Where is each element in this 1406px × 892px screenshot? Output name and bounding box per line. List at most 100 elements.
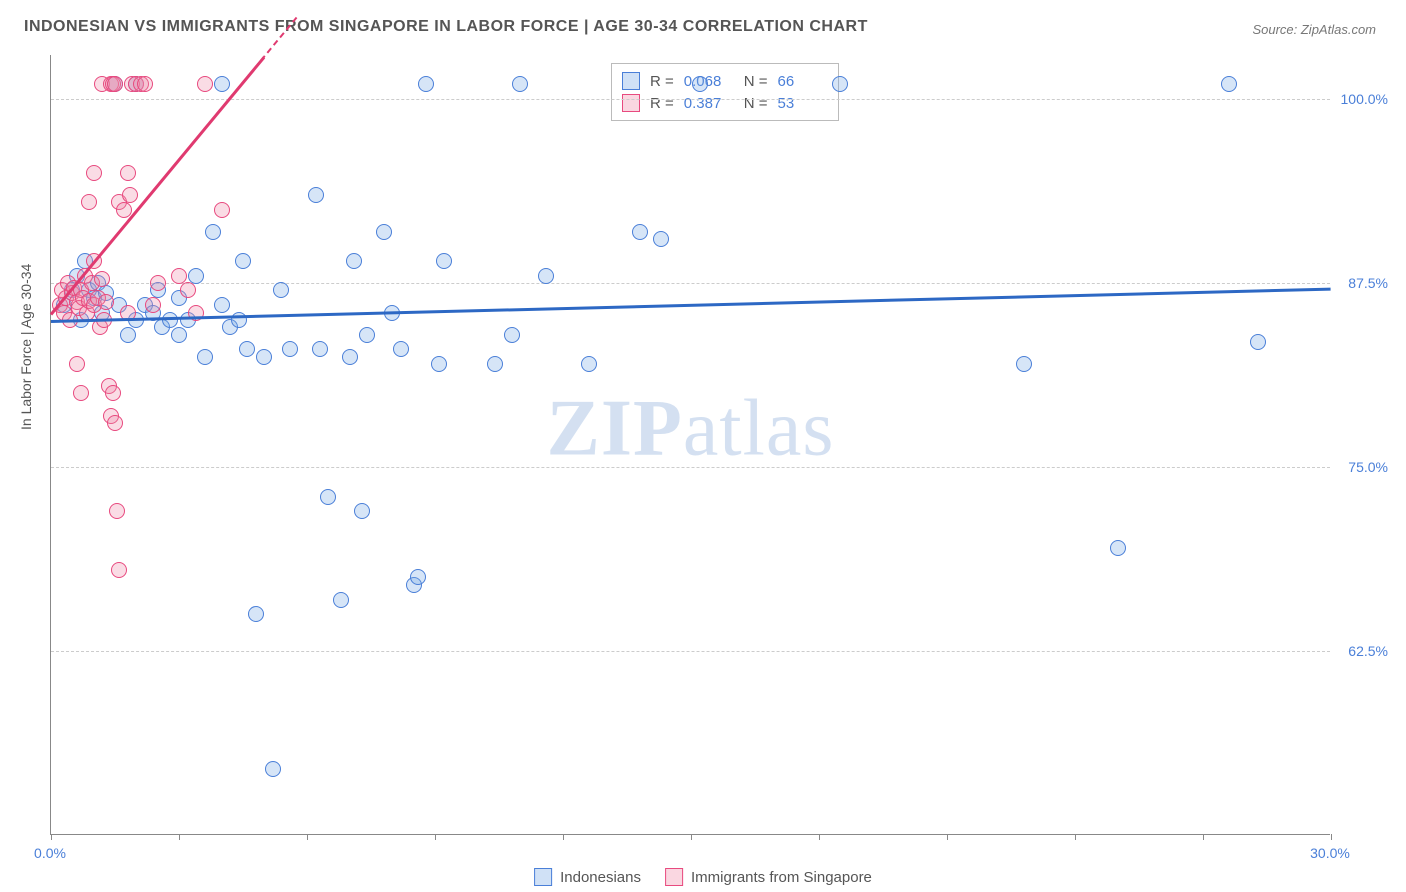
- scatter-point: [832, 76, 848, 92]
- x-tick-label: 30.0%: [1310, 845, 1350, 861]
- scatter-point: [436, 253, 452, 269]
- scatter-point: [393, 341, 409, 357]
- scatter-point: [86, 165, 102, 181]
- scatter-point: [109, 503, 125, 519]
- scatter-point: [239, 341, 255, 357]
- y-tick-label: 62.5%: [1348, 643, 1388, 659]
- source-label: Source: ZipAtlas.com: [1252, 22, 1376, 37]
- stats-legend-box: R = 0.068 N = 66 R = 0.387 N = 53: [611, 63, 839, 121]
- scatter-point: [354, 503, 370, 519]
- r-label: R =: [650, 95, 674, 112]
- watermark-zip: ZIP: [547, 384, 683, 472]
- scatter-point: [273, 282, 289, 298]
- scatter-point: [214, 76, 230, 92]
- n-label: N =: [744, 95, 768, 112]
- n-value-pink: 53: [778, 95, 828, 112]
- scatter-point: [98, 294, 114, 310]
- n-label: N =: [744, 73, 768, 90]
- scatter-point: [346, 253, 362, 269]
- scatter-point: [431, 356, 447, 372]
- scatter-point: [180, 282, 196, 298]
- watermark-atlas: atlas: [683, 384, 835, 472]
- scatter-point: [197, 349, 213, 365]
- scatter-point: [504, 327, 520, 343]
- r-value-pink: 0.387: [684, 95, 734, 112]
- scatter-point: [214, 297, 230, 313]
- x-tick: [51, 834, 52, 840]
- gridline-h: [51, 99, 1330, 100]
- scatter-point: [333, 592, 349, 608]
- r-label: R =: [650, 73, 674, 90]
- scatter-point: [150, 275, 166, 291]
- scatter-point: [308, 187, 324, 203]
- gridline-h: [51, 283, 1330, 284]
- series-legend: Indonesians Immigrants from Singapore: [534, 868, 872, 886]
- scatter-point: [256, 349, 272, 365]
- legend-item-blue: Indonesians: [534, 868, 641, 886]
- scatter-point: [487, 356, 503, 372]
- swatch-blue-icon: [622, 72, 640, 90]
- scatter-point: [512, 76, 528, 92]
- scatter-point: [632, 224, 648, 240]
- x-tick: [691, 834, 692, 840]
- scatter-point: [214, 202, 230, 218]
- scatter-point: [81, 194, 97, 210]
- x-tick: [947, 834, 948, 840]
- scatter-point: [265, 761, 281, 777]
- x-tick: [179, 834, 180, 840]
- scatter-point: [171, 327, 187, 343]
- plot-area: ZIPatlas R = 0.068 N = 66 R = 0.387 N = …: [50, 55, 1330, 835]
- x-tick: [435, 834, 436, 840]
- scatter-point: [94, 271, 110, 287]
- scatter-point: [111, 562, 127, 578]
- watermark: ZIPatlas: [547, 383, 835, 474]
- trendline-blue: [51, 288, 1331, 323]
- x-tick: [1075, 834, 1076, 840]
- scatter-point: [73, 385, 89, 401]
- stats-row-blue: R = 0.068 N = 66: [622, 70, 828, 92]
- scatter-point: [122, 187, 138, 203]
- scatter-point: [581, 356, 597, 372]
- scatter-point: [312, 341, 328, 357]
- scatter-point: [235, 253, 251, 269]
- scatter-point: [116, 202, 132, 218]
- y-tick-label: 100.0%: [1341, 91, 1388, 107]
- scatter-point: [107, 76, 123, 92]
- scatter-point: [105, 385, 121, 401]
- scatter-point: [1221, 76, 1237, 92]
- x-tick: [819, 834, 820, 840]
- scatter-point: [1250, 334, 1266, 350]
- stats-row-pink: R = 0.387 N = 53: [622, 92, 828, 114]
- scatter-point: [69, 356, 85, 372]
- scatter-point: [320, 489, 336, 505]
- swatch-pink-icon: [622, 94, 640, 112]
- scatter-point: [653, 231, 669, 247]
- scatter-point: [171, 268, 187, 284]
- scatter-point: [282, 341, 298, 357]
- scatter-point: [188, 268, 204, 284]
- chart-title: INDONESIAN VS IMMIGRANTS FROM SINGAPORE …: [24, 18, 868, 36]
- scatter-point: [692, 76, 708, 92]
- y-axis-label: In Labor Force | Age 30-34: [18, 264, 34, 430]
- scatter-point: [359, 327, 375, 343]
- x-tick: [307, 834, 308, 840]
- legend-item-pink: Immigrants from Singapore: [665, 868, 872, 886]
- scatter-point: [120, 327, 136, 343]
- scatter-point: [197, 76, 213, 92]
- y-tick-label: 75.0%: [1348, 459, 1388, 475]
- scatter-point: [205, 224, 221, 240]
- gridline-h: [51, 651, 1330, 652]
- y-tick-label: 87.5%: [1348, 275, 1388, 291]
- x-tick: [1331, 834, 1332, 840]
- scatter-point: [418, 76, 434, 92]
- scatter-point: [1016, 356, 1032, 372]
- scatter-point: [376, 224, 392, 240]
- gridline-h: [51, 467, 1330, 468]
- swatch-blue-icon: [534, 868, 552, 886]
- scatter-point: [342, 349, 358, 365]
- scatter-point: [1110, 540, 1126, 556]
- scatter-point: [137, 76, 153, 92]
- scatter-point: [145, 297, 161, 313]
- scatter-point: [410, 569, 426, 585]
- legend-label-blue: Indonesians: [560, 869, 641, 886]
